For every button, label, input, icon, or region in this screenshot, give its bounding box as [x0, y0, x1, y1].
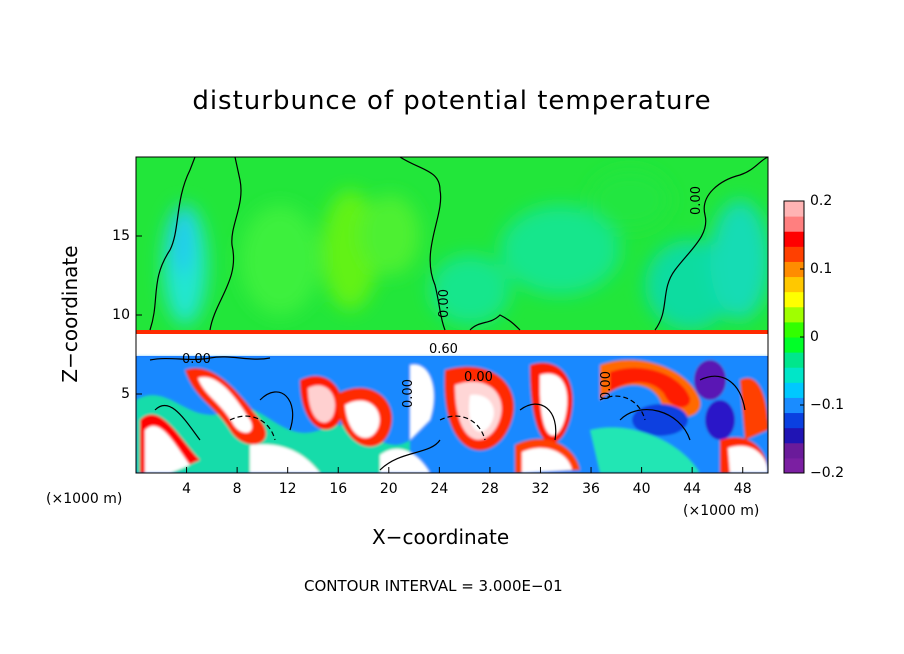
x-unit-left: (×1000 m) — [46, 491, 123, 507]
colorbar-tick-label: 0 — [810, 329, 819, 345]
colorbar-frame — [783, 200, 805, 474]
colorbar-swatch — [784, 306, 804, 323]
contour-value-label: 0.00 — [688, 186, 704, 215]
contour-lines — [149, 157, 768, 471]
colorbar-tick-label: 0.1 — [810, 261, 833, 277]
colorbar-swatch — [784, 427, 804, 444]
contour-interval-note: CONTOUR INTERVAL = 3.000E−01 — [304, 577, 563, 595]
x-tick-label: 12 — [278, 481, 297, 497]
x-unit-right: (×1000 m) — [683, 503, 760, 519]
interface-red-line — [136, 330, 768, 334]
lower-layer-features — [136, 356, 768, 473]
x-tick-label: 4 — [182, 481, 192, 497]
colorbar-swatch — [784, 352, 804, 368]
colorbar-swatch — [784, 412, 804, 429]
chart-title: disturbunce of potential temperature — [192, 86, 712, 116]
colorbar-swatch — [784, 321, 804, 338]
x-tick-label: 24 — [430, 481, 449, 497]
contour-value-label: 0.00 — [464, 370, 493, 385]
colorbar-swatch — [784, 261, 804, 278]
contour-value-label: 0.00 — [400, 379, 416, 408]
x-tick-label: 48 — [733, 481, 752, 497]
y-tick-label: 5 — [121, 386, 130, 402]
colorbar-swatch — [784, 216, 804, 232]
x-tick-label: 8 — [232, 481, 242, 497]
colorbar — [784, 200, 804, 474]
colorbar-swatch — [784, 457, 804, 474]
contour-value-label: 0.60 — [429, 342, 458, 357]
y-axis-ticks — [136, 235, 142, 395]
colorbar-swatch — [784, 367, 804, 383]
y-tick-label: 15 — [112, 228, 130, 244]
colorbar-swatch — [784, 201, 804, 217]
colorbar-swatch — [784, 291, 804, 308]
colorbar-swatch — [784, 382, 804, 398]
y-axis-label: Z−coordinate — [58, 245, 82, 383]
x-axis-label: X−coordinate — [372, 525, 510, 549]
x-tick-label: 32 — [531, 481, 550, 497]
x-tick-label: 20 — [379, 481, 398, 497]
contour-value-label: 0.00 — [436, 289, 452, 318]
colorbar-swatch — [784, 397, 804, 414]
x-tick-label: 40 — [632, 481, 651, 497]
colorbar-swatch — [784, 231, 804, 247]
colorbar-swatch — [784, 442, 804, 459]
colorbar-tick-label: 0.2 — [810, 193, 833, 209]
colorbar-tick-label: −0.2 — [810, 465, 844, 481]
colorbar-swatch — [784, 276, 804, 293]
x-axis-ticks — [186, 467, 744, 473]
colorbar-tick-label: −0.1 — [810, 397, 844, 413]
x-tick-label: 44 — [683, 481, 702, 497]
x-tick-label: 16 — [329, 481, 348, 497]
contour-value-label: 0.00 — [182, 352, 211, 367]
colorbar-swatch — [784, 246, 804, 262]
interface-layer — [136, 334, 768, 356]
heatmap-field — [136, 157, 768, 473]
x-tick-label: 28 — [480, 481, 499, 497]
contour-value-label: 0.00 — [598, 371, 614, 400]
colorbar-swatch — [784, 337, 804, 353]
y-tick-label: 10 — [112, 307, 130, 323]
x-tick-label: 36 — [582, 481, 600, 497]
